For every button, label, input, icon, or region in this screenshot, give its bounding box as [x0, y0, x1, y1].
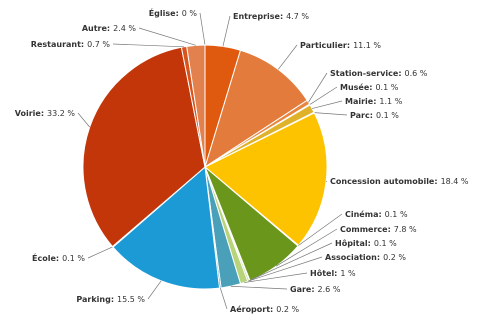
leader-line: [249, 242, 333, 281]
slice-name: Hôtel:: [310, 268, 337, 278]
slice-value: 11.1 %: [353, 41, 381, 50]
slice-name: Parc:: [350, 111, 373, 120]
leader-line: [314, 112, 348, 116]
slice-name: Parking:: [76, 295, 114, 304]
slice-label: Parc: 0.1 %: [350, 111, 399, 120]
slice-value: 2.6 %: [318, 285, 341, 294]
pie-slice: [82, 46, 206, 248]
slice-name: Aéroport:: [230, 304, 273, 314]
slice-label: Musée: 0.1 %: [340, 82, 399, 92]
slice-label: Association: 0.2 %: [325, 253, 406, 262]
slice-value: 0.1 %: [374, 239, 397, 248]
slice-label: Hôtel: 1 %: [310, 268, 356, 278]
slice-name: Entreprise:: [233, 12, 283, 21]
leader-line: [248, 256, 323, 282]
slice-value: 0.2 %: [276, 305, 299, 314]
slice-name: Mairie:: [345, 97, 376, 106]
leader-line: [199, 12, 206, 46]
slice-value: 1 %: [340, 269, 356, 278]
slice-name: Cinéma:: [345, 209, 382, 219]
slice-value: 33.2 %: [47, 109, 75, 118]
slice-label: Cinéma: 0.1 %: [345, 209, 408, 219]
slice-value: 15.5 %: [117, 295, 145, 304]
leader-line: [230, 285, 288, 290]
slice-name: Association:: [325, 253, 380, 262]
pie-slice: [204, 49, 308, 169]
leader-line: [277, 44, 298, 70]
leader-line: [325, 180, 328, 182]
slice-name: École:: [32, 252, 59, 263]
slice-label: Église: 0 %: [149, 7, 198, 18]
slice-label: Gare: 2.6 %: [290, 285, 341, 294]
leader-line: [219, 287, 228, 310]
slice-name: Musée:: [340, 82, 372, 92]
slice-name: Hôpital:: [335, 238, 371, 248]
slice-name: Gare:: [290, 285, 315, 294]
slice-label: Restaurant: 0.7 %: [31, 40, 111, 49]
slice-name: Concession automobile:: [330, 177, 438, 186]
slice-value: 0 %: [182, 9, 198, 18]
leader-line: [77, 112, 90, 128]
slice-label: Autre: 2.4 %: [82, 24, 137, 33]
leader-line: [308, 72, 328, 103]
pie-slice: [112, 166, 221, 290]
slice-label: Station-service: 0.6 %: [330, 69, 428, 78]
slice-value: 0.7 %: [87, 40, 110, 49]
slice-value: 0.6 %: [405, 69, 428, 78]
leader-line: [147, 280, 162, 300]
slice-label: École: 0.1 %: [32, 252, 85, 263]
slice-label: Voirie: 33.2 %: [15, 109, 76, 118]
slice-label: Aéroport: 0.2 %: [230, 304, 300, 314]
slice-value: 0.1 %: [376, 111, 399, 120]
slice-name: Église:: [149, 7, 179, 18]
slice-label: Commerce: 7.8 %: [340, 225, 417, 234]
slice-value: 18.4 %: [441, 177, 469, 186]
slice-value: 0.1 %: [62, 254, 85, 263]
leader-line: [138, 27, 196, 46]
slice-value: 0.2 %: [383, 253, 406, 262]
slice-value: 0.1 %: [385, 210, 408, 219]
slice-label: Particulier: 11.1 %: [300, 41, 381, 50]
slice-value: 1.1 %: [379, 97, 402, 106]
slice-name: Voirie:: [15, 109, 44, 118]
leader-line: [112, 43, 185, 48]
slice-label: Mairie: 1.1 %: [345, 97, 403, 106]
slice-value: 7.8 %: [394, 225, 417, 234]
leader-line: [222, 15, 231, 47]
slice-name: Particulier:: [300, 41, 350, 50]
slice-label: Parking: 15.5 %: [76, 295, 145, 304]
slice-value: 2.4 %: [113, 24, 136, 33]
leader-line: [312, 100, 343, 109]
leader-line: [309, 86, 338, 105]
slice-value: 0.1 %: [375, 83, 398, 92]
slice-name: Restaurant:: [31, 40, 84, 49]
slice-name: Autre:: [82, 24, 110, 33]
leader-line: [244, 272, 308, 283]
slice-label: Concession automobile: 18.4 %: [330, 177, 469, 186]
slice-name: Station-service:: [330, 69, 402, 78]
leader-line: [275, 228, 338, 267]
slice-name: Commerce:: [340, 225, 391, 234]
slice-label: Entreprise: 4.7 %: [233, 12, 309, 21]
slice-label: Hôpital: 0.1 %: [335, 238, 397, 248]
leader-line: [87, 246, 113, 259]
slice-value: 4.7 %: [286, 12, 309, 21]
leader-line: [298, 213, 343, 246]
